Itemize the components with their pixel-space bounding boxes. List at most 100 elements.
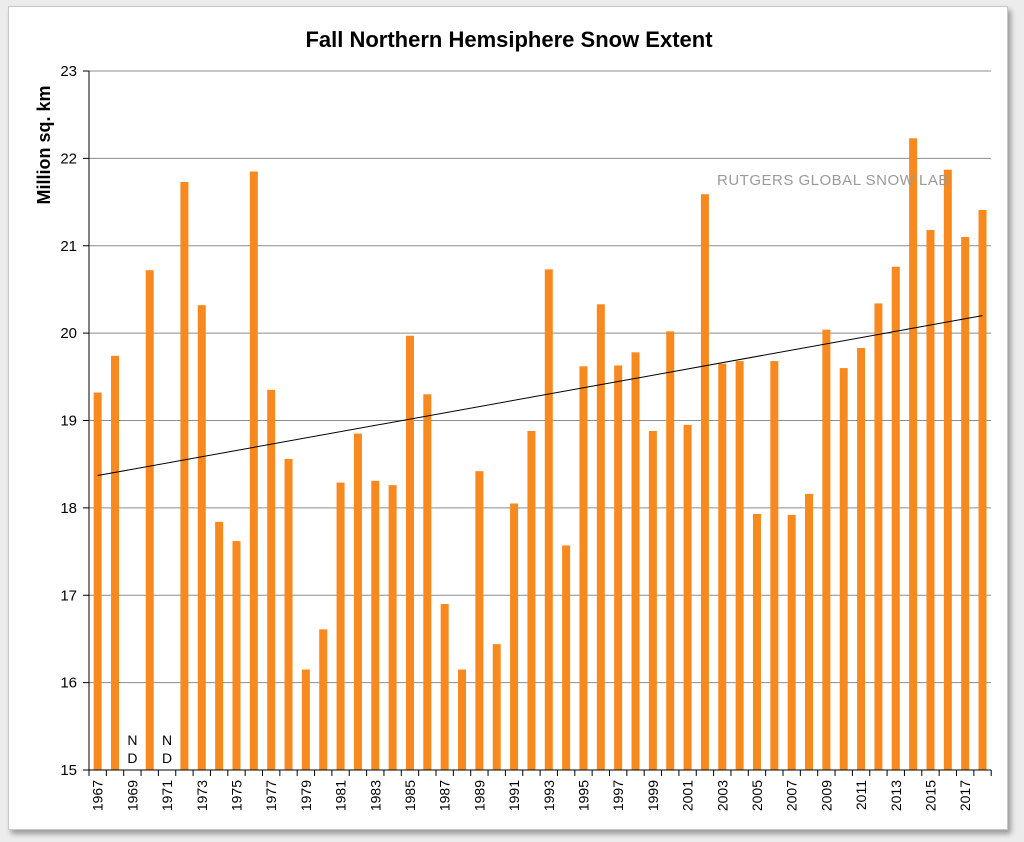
bar-1974 bbox=[215, 521, 224, 770]
bar-1986 bbox=[423, 394, 432, 770]
bar-1992 bbox=[527, 430, 536, 770]
bar-1979 bbox=[301, 669, 310, 770]
x-tick-label: 2011 bbox=[853, 780, 869, 810]
x-tick-label: 1967 bbox=[90, 780, 106, 811]
bar-1978 bbox=[284, 458, 293, 770]
bar-2011 bbox=[857, 347, 866, 770]
y-tick-label: 16 bbox=[60, 675, 77, 692]
bar-1977 bbox=[267, 389, 276, 770]
bar-1980 bbox=[319, 629, 328, 770]
x-tick-label: 1989 bbox=[471, 780, 487, 811]
x-tick-label: 1983 bbox=[367, 780, 383, 811]
y-tick-label: 20 bbox=[60, 325, 77, 342]
bar-2017 bbox=[961, 237, 970, 770]
bar-2001 bbox=[683, 424, 692, 770]
x-tick-label: 1993 bbox=[541, 780, 557, 811]
y-tick-label: 15 bbox=[60, 762, 77, 779]
bar-1994 bbox=[562, 545, 571, 770]
snow-extent-chart: Fall Northern Hemsiphere Snow Extent Mil… bbox=[34, 27, 992, 811]
bar-1968 bbox=[111, 355, 120, 770]
y-tick-label: 21 bbox=[60, 238, 77, 255]
bar-1989 bbox=[475, 471, 484, 770]
y-tick-label: 23 bbox=[60, 63, 77, 80]
x-tick-label: 1979 bbox=[298, 780, 314, 811]
x-tick-label: 1997 bbox=[610, 780, 626, 811]
no-data-label: D bbox=[127, 750, 137, 766]
bar-1982 bbox=[353, 433, 362, 770]
bar-2018 bbox=[978, 209, 987, 770]
bar-2000 bbox=[666, 331, 675, 770]
bars bbox=[93, 138, 987, 771]
bar-1996 bbox=[596, 304, 605, 770]
bar-1981 bbox=[336, 482, 345, 770]
bar-1975 bbox=[232, 541, 241, 770]
bar-2009 bbox=[822, 329, 831, 770]
bar-1995 bbox=[579, 366, 588, 770]
x-tick-label: 2007 bbox=[784, 780, 800, 811]
bar-2005 bbox=[752, 513, 761, 770]
trendline bbox=[97, 315, 983, 477]
x-tick-label: 1975 bbox=[228, 780, 244, 811]
watermark-text: RUTGERS GLOBAL SNOW LAB bbox=[717, 172, 949, 189]
bar-1985 bbox=[405, 335, 414, 770]
x-tick-label: 2015 bbox=[922, 780, 938, 811]
bar-1993 bbox=[544, 269, 553, 770]
no-data-label: N bbox=[162, 732, 172, 748]
x-tick-label: 1969 bbox=[124, 780, 140, 811]
bar-1984 bbox=[388, 485, 397, 770]
bar-2012 bbox=[874, 303, 883, 770]
y-tick-label: 22 bbox=[60, 150, 77, 167]
y-tick-label: 19 bbox=[60, 413, 77, 430]
x-tick-label: 1981 bbox=[333, 780, 349, 811]
no-data-label: D bbox=[162, 750, 172, 766]
bar-1997 bbox=[614, 365, 623, 770]
x-tick-label: 1995 bbox=[575, 780, 591, 811]
axes bbox=[83, 70, 992, 776]
y-tick-label: 18 bbox=[60, 500, 77, 517]
bar-2006 bbox=[770, 361, 779, 770]
bar-2002 bbox=[700, 194, 709, 771]
bar-1988 bbox=[458, 669, 467, 770]
bar-2014 bbox=[909, 138, 918, 770]
x-tick-label: 1991 bbox=[506, 780, 522, 811]
x-tick-label: 1985 bbox=[402, 780, 418, 811]
chart-frame: Fall Northern Hemsiphere Snow Extent Mil… bbox=[8, 6, 1008, 830]
bar-2015 bbox=[926, 230, 935, 770]
x-tick-label: 2003 bbox=[714, 780, 730, 811]
bar-1972 bbox=[180, 181, 189, 770]
bar-2008 bbox=[805, 493, 814, 770]
x-tick-label: 1973 bbox=[194, 780, 210, 811]
bar-1970 bbox=[145, 270, 154, 770]
x-tick-label: 2009 bbox=[818, 780, 834, 811]
bar-1983 bbox=[371, 480, 380, 770]
y-axis-label: Million sq. km bbox=[34, 85, 54, 204]
gridlines bbox=[89, 70, 991, 684]
bar-1990 bbox=[492, 644, 501, 770]
x-tick-label: 1977 bbox=[263, 780, 279, 811]
bar-2007 bbox=[787, 514, 796, 770]
bar-2003 bbox=[718, 363, 727, 770]
bar-2013 bbox=[891, 266, 900, 770]
x-tick-label: 2017 bbox=[957, 780, 973, 811]
bar-2016 bbox=[943, 169, 952, 770]
x-tick-label: 2001 bbox=[680, 780, 696, 811]
bar-1991 bbox=[510, 503, 519, 770]
bar-2010 bbox=[839, 368, 848, 770]
bar-1967 bbox=[93, 392, 102, 770]
x-tick-label: 1999 bbox=[645, 780, 661, 811]
no-data-label: N bbox=[127, 732, 137, 748]
y-tick-label: 17 bbox=[60, 587, 77, 604]
x-tick-label: 2013 bbox=[888, 780, 904, 811]
bar-1973 bbox=[197, 305, 206, 770]
bar-1999 bbox=[648, 430, 657, 770]
bar-1987 bbox=[440, 603, 449, 770]
x-tick-label: 1987 bbox=[437, 780, 453, 811]
trendline-group bbox=[97, 315, 983, 477]
x-tick-label: 2005 bbox=[749, 780, 765, 811]
bar-1998 bbox=[631, 352, 640, 770]
x-tick-label: 1971 bbox=[159, 780, 175, 811]
chart-title: Fall Northern Hemsiphere Snow Extent bbox=[305, 27, 713, 52]
bar-2004 bbox=[735, 361, 744, 770]
bar-1976 bbox=[249, 171, 258, 770]
